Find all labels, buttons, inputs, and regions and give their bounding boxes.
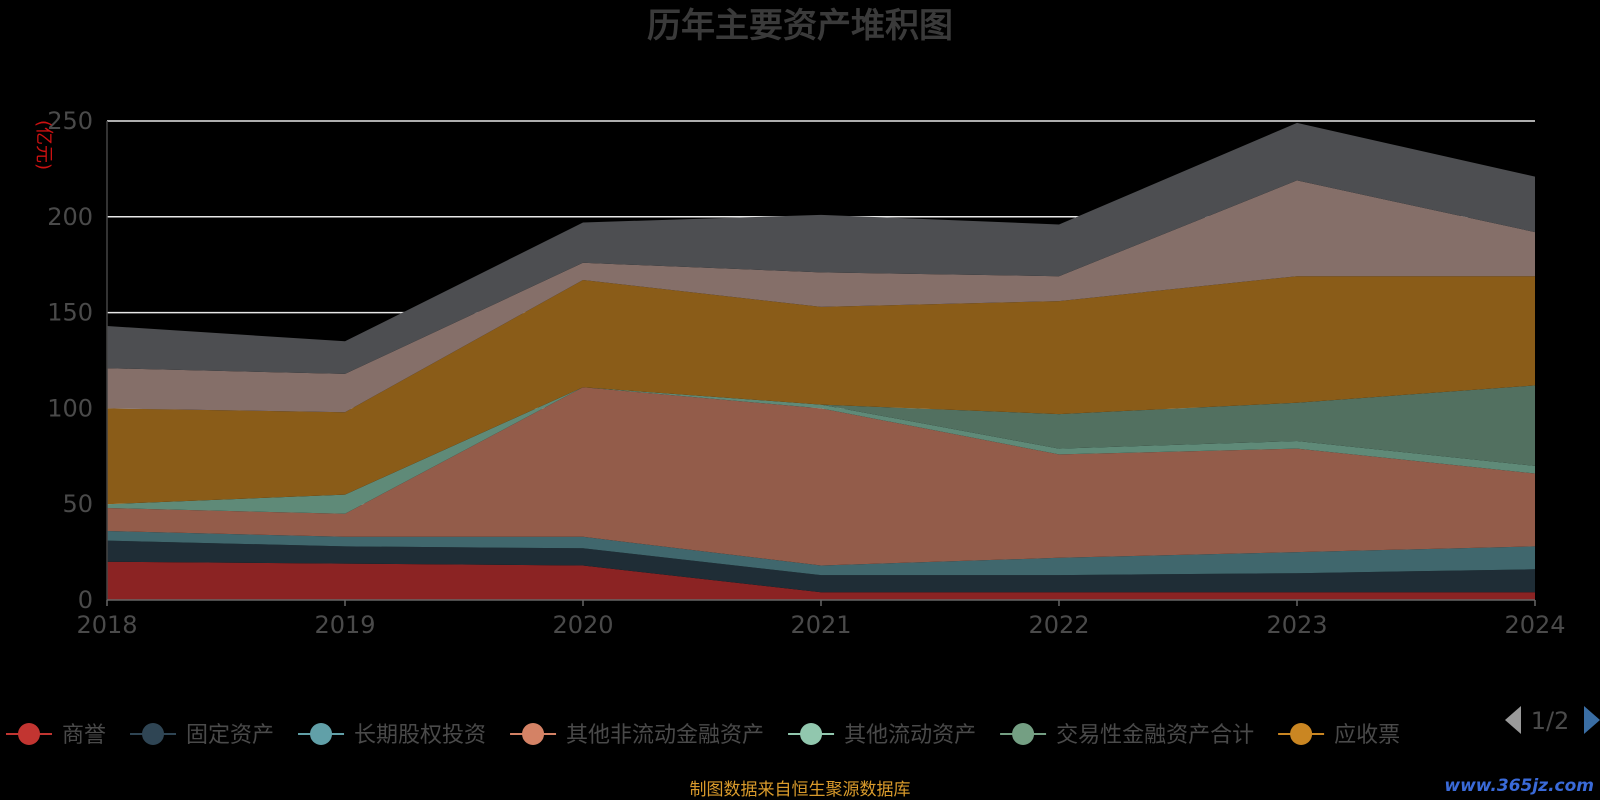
area-series-2[interactable] <box>107 531 1535 576</box>
chart-title: 历年主要资产堆积图 <box>647 6 953 46</box>
legend-marker <box>800 723 823 745</box>
legend-marker <box>522 723 545 745</box>
legend-marker <box>142 723 165 745</box>
legend-item-1[interactable]: 固定资产 <box>130 723 274 748</box>
area-series-4[interactable] <box>107 387 1535 514</box>
x-tick-label: 2020 <box>552 611 613 639</box>
y-tick-label: 100 <box>47 394 93 422</box>
area-series-5[interactable] <box>107 385 1535 505</box>
legend-marker <box>1012 723 1035 745</box>
x-tick-label: 2018 <box>76 611 137 639</box>
area-series-1[interactable] <box>107 540 1535 593</box>
legend-item-6[interactable]: 应收票 <box>1278 723 1400 748</box>
legend-item-2[interactable]: 长期股权投资 <box>298 723 486 748</box>
legend-next-icon[interactable] <box>1584 706 1600 734</box>
y-tick-label: 250 <box>47 107 93 135</box>
area-series-3[interactable] <box>107 387 1535 566</box>
y-tick-label: 0 <box>78 586 93 614</box>
x-tick-label: 2022 <box>1028 611 1089 639</box>
legend: 商誉 固定资产 长期股权投资 其他非流动金融资产 其他流动资产 交易性金融资产合计 应收票 <box>6 723 1400 748</box>
legend-label: 其他非流动金融资产 <box>566 723 764 748</box>
legend-prev-icon[interactable] <box>1505 706 1521 734</box>
area-series-6[interactable] <box>107 276 1535 505</box>
watermark-text: www.365jz.com <box>1444 776 1594 796</box>
legend-label: 其他流动资产 <box>844 723 976 748</box>
legend-marker <box>1290 723 1313 745</box>
legend-label: 商誉 <box>62 723 106 748</box>
legend-item-5[interactable]: 交易性金融资产合计 <box>1000 723 1254 748</box>
x-tick-label: 2023 <box>1266 611 1327 639</box>
legend-marker <box>18 723 40 745</box>
legend-label: 长期股权投资 <box>354 723 486 748</box>
axes: 0 50 100 150 200 250 2018 2019 2020 2021 2022 2023 2… <box>47 107 1565 639</box>
y-tick-label: 50 <box>62 490 93 518</box>
legend-pager: 1/2 <box>1505 706 1600 735</box>
legend-item-0[interactable]: 商誉 <box>6 723 106 748</box>
x-tick-label: 2021 <box>790 611 851 639</box>
legend-label: 固定资产 <box>186 723 274 748</box>
area-series-group <box>107 122 1535 600</box>
legend-page-indicator: 1/2 <box>1531 707 1570 735</box>
y-tick-label: 200 <box>47 203 93 231</box>
x-tick-label: 2019 <box>314 611 375 639</box>
source-note: 制图数据来自恒生聚源数据库 <box>690 780 911 800</box>
legend-label: 交易性金融资产合计 <box>1056 723 1254 748</box>
legend-label: 应收票 <box>1334 723 1400 748</box>
area-series-7[interactable] <box>107 180 1535 413</box>
area-series-8[interactable] <box>107 122 1535 374</box>
legend-item-4[interactable]: 其他流动资产 <box>788 723 976 748</box>
y-axis-unit-label: (亿元) <box>33 120 54 170</box>
x-tick-label: 2024 <box>1504 611 1565 639</box>
area-series-0[interactable] <box>107 561 1535 600</box>
y-tick-label: 150 <box>47 299 93 327</box>
legend-marker <box>310 723 333 745</box>
legend-item-3[interactable]: 其他非流动金融资产 <box>510 723 764 748</box>
